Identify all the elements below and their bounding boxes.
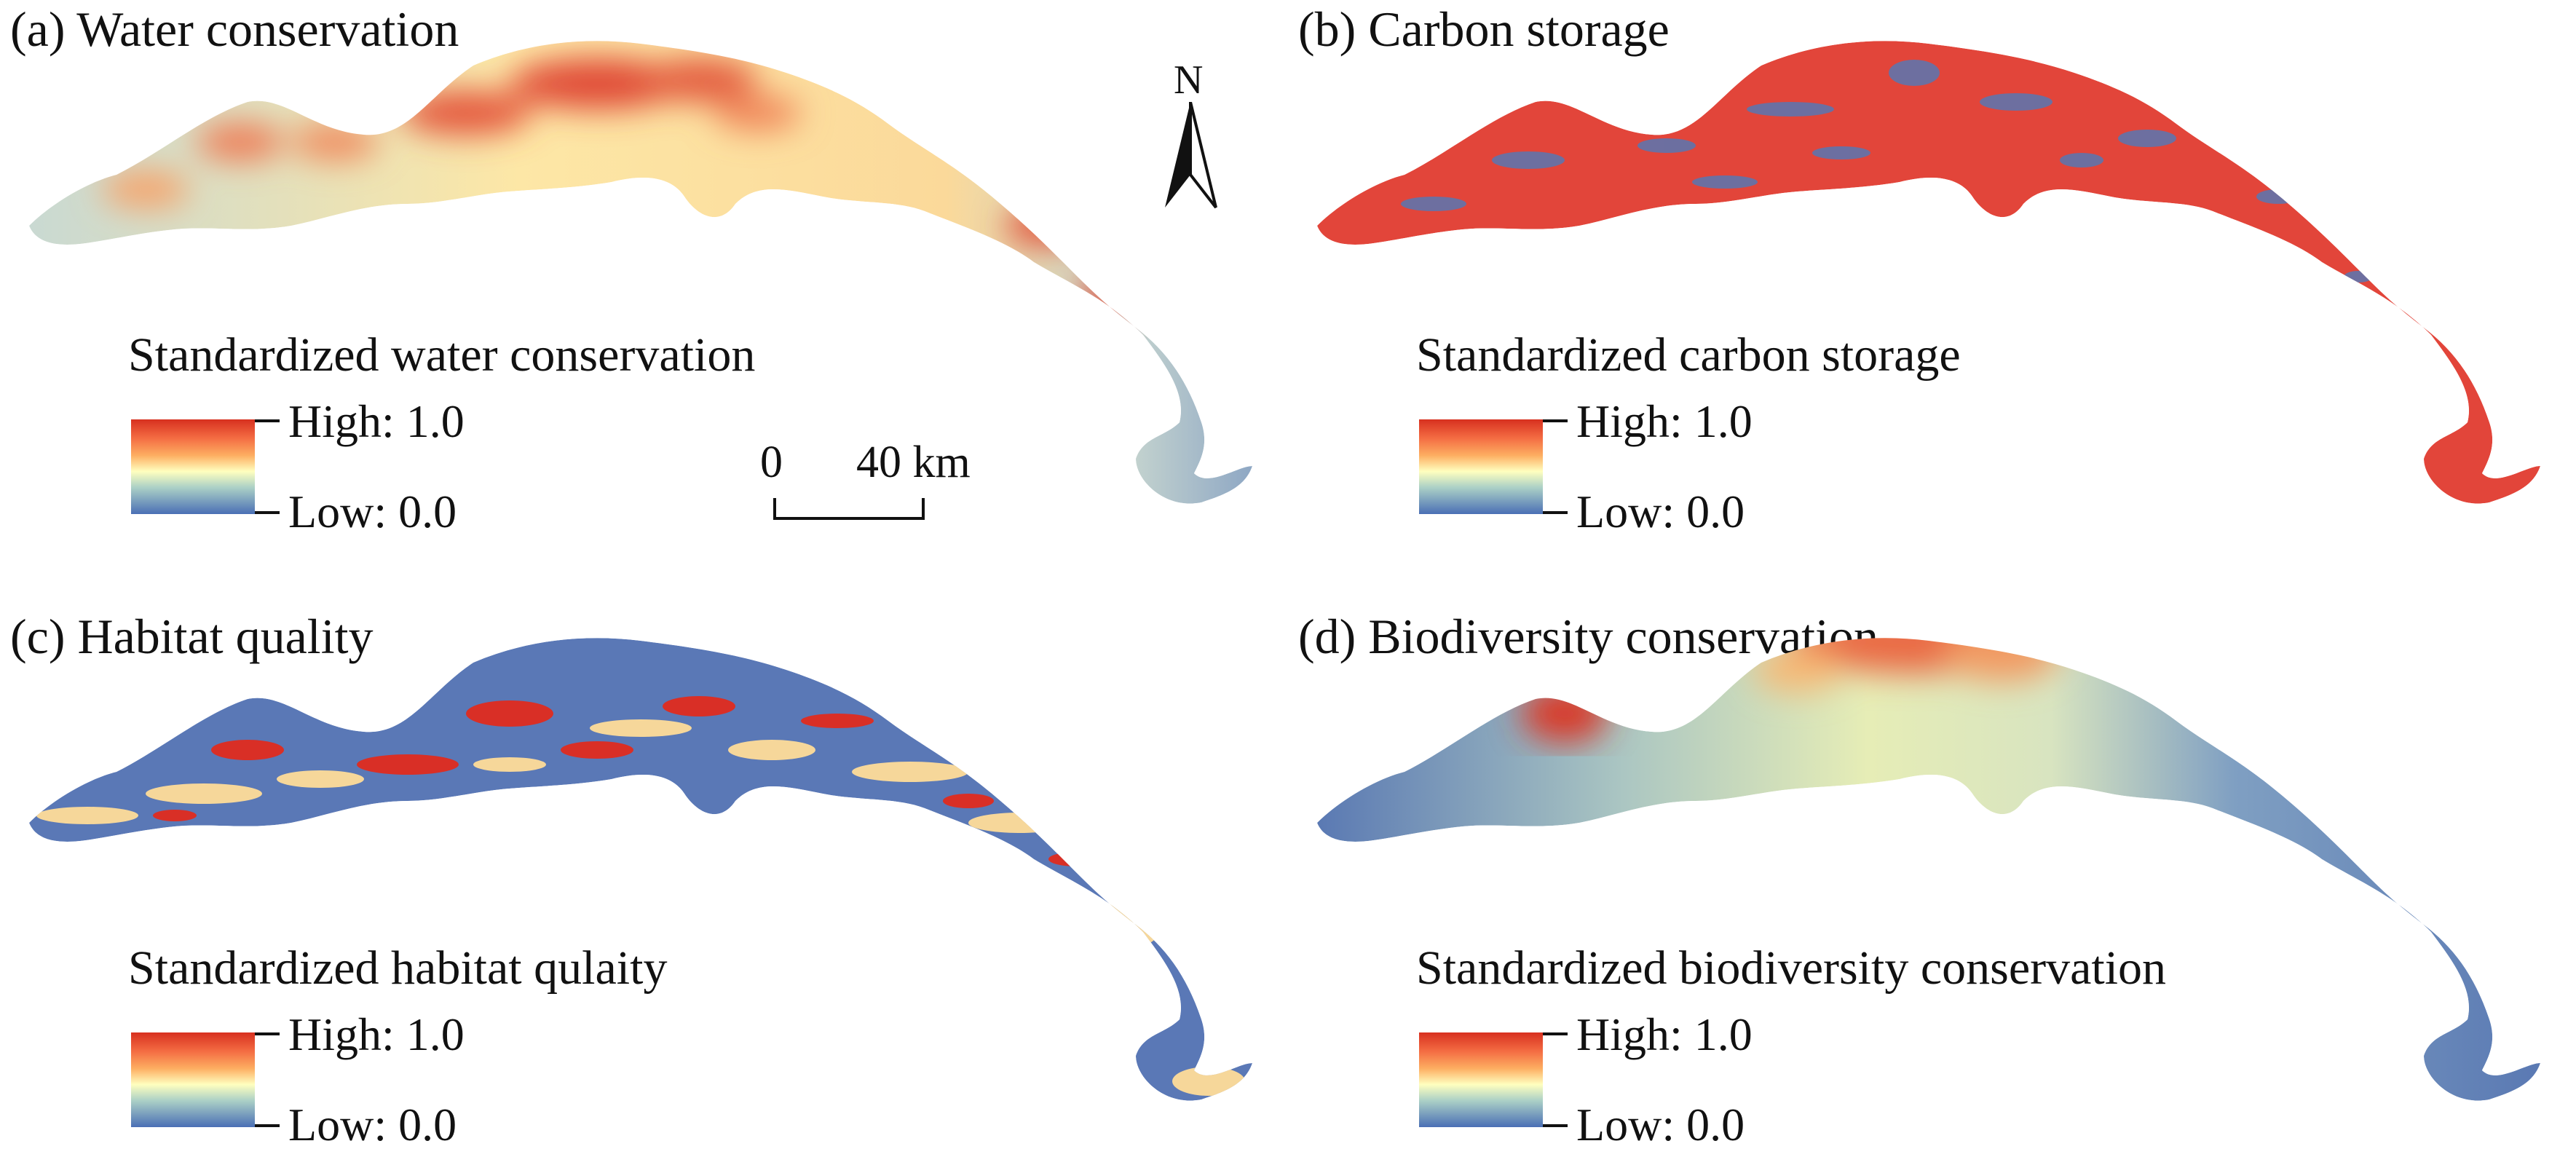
scale-tick-end bbox=[922, 498, 925, 520]
legend-color-ramp bbox=[1419, 419, 1543, 514]
map-carbon-storage bbox=[1317, 41, 2540, 504]
legend: Standardized water conservation High: 1.… bbox=[128, 326, 755, 537]
legend-title: Standardized habitat qulaity bbox=[128, 941, 668, 995]
legend-high-label: High: 1.0 bbox=[288, 395, 465, 447]
map-water-conservation bbox=[29, 41, 1252, 504]
legend-high-label: High: 1.0 bbox=[1576, 1008, 1753, 1060]
map-habitat-quality bbox=[29, 638, 1252, 1101]
legend-low-label: Low: 0.0 bbox=[1576, 1099, 1745, 1150]
panel-title: (a) Water conservation bbox=[10, 1, 459, 57]
legend-title: Standardized carbon storage bbox=[1416, 328, 1961, 382]
scale-bar: 0 40 km bbox=[760, 437, 1000, 532]
scale-line bbox=[773, 517, 925, 520]
north-arrow: N bbox=[1158, 58, 1223, 211]
panel-title: (b) Carbon storage bbox=[1298, 1, 1670, 57]
legend-high-tick bbox=[1543, 1032, 1568, 1035]
legend-high-tick bbox=[255, 419, 280, 422]
legend-low-tick bbox=[255, 1124, 280, 1127]
legend-high-tick bbox=[255, 1032, 280, 1035]
legend: Standardized biodiversity conservation H… bbox=[1416, 939, 2166, 1150]
legend-low-tick bbox=[255, 511, 280, 514]
scale-tick-start bbox=[773, 498, 776, 520]
map-biodiversity-conservation bbox=[1317, 638, 2540, 1101]
north-label: N bbox=[1174, 58, 1204, 103]
north-arrow-icon bbox=[1165, 102, 1217, 209]
legend-title: Standardized water conservation bbox=[128, 328, 756, 382]
legend-high-label: High: 1.0 bbox=[1576, 395, 1753, 447]
scale-start-label: 0 bbox=[760, 438, 783, 487]
legend-low-label: Low: 0.0 bbox=[288, 1099, 457, 1150]
panel-biodiversity-conservation: (d) Biodiversity conservation Standardiz… bbox=[1288, 582, 2576, 1165]
legend-low-tick bbox=[1543, 511, 1568, 514]
panel-habitat-quality: (c) Habitat quality bbox=[0, 582, 1288, 1165]
legend-title: Standardized biodiversity conservation bbox=[1416, 941, 2167, 995]
legend: Standardized habitat qulaity High: 1.0 L… bbox=[128, 939, 667, 1150]
panel-title: (c) Habitat quality bbox=[10, 609, 374, 664]
legend-high-label: High: 1.0 bbox=[288, 1008, 465, 1060]
scale-end-label: 40 km bbox=[856, 438, 971, 487]
legend-color-ramp bbox=[131, 419, 255, 514]
legend-low-label: Low: 0.0 bbox=[1576, 486, 1745, 537]
legend: Standardized carbon storage High: 1.0 Lo… bbox=[1416, 326, 1961, 537]
legend-high-tick bbox=[1543, 419, 1568, 422]
panel-water-conservation: (a) Water conservation Standardized wate… bbox=[0, 0, 1288, 582]
panel-carbon-storage: (b) Carbon storage Standardized carbon s… bbox=[1288, 0, 2576, 582]
legend-color-ramp bbox=[1419, 1032, 1543, 1127]
legend-low-tick bbox=[1543, 1124, 1568, 1127]
legend-low-label: Low: 0.0 bbox=[288, 486, 457, 537]
legend-color-ramp bbox=[131, 1032, 255, 1127]
